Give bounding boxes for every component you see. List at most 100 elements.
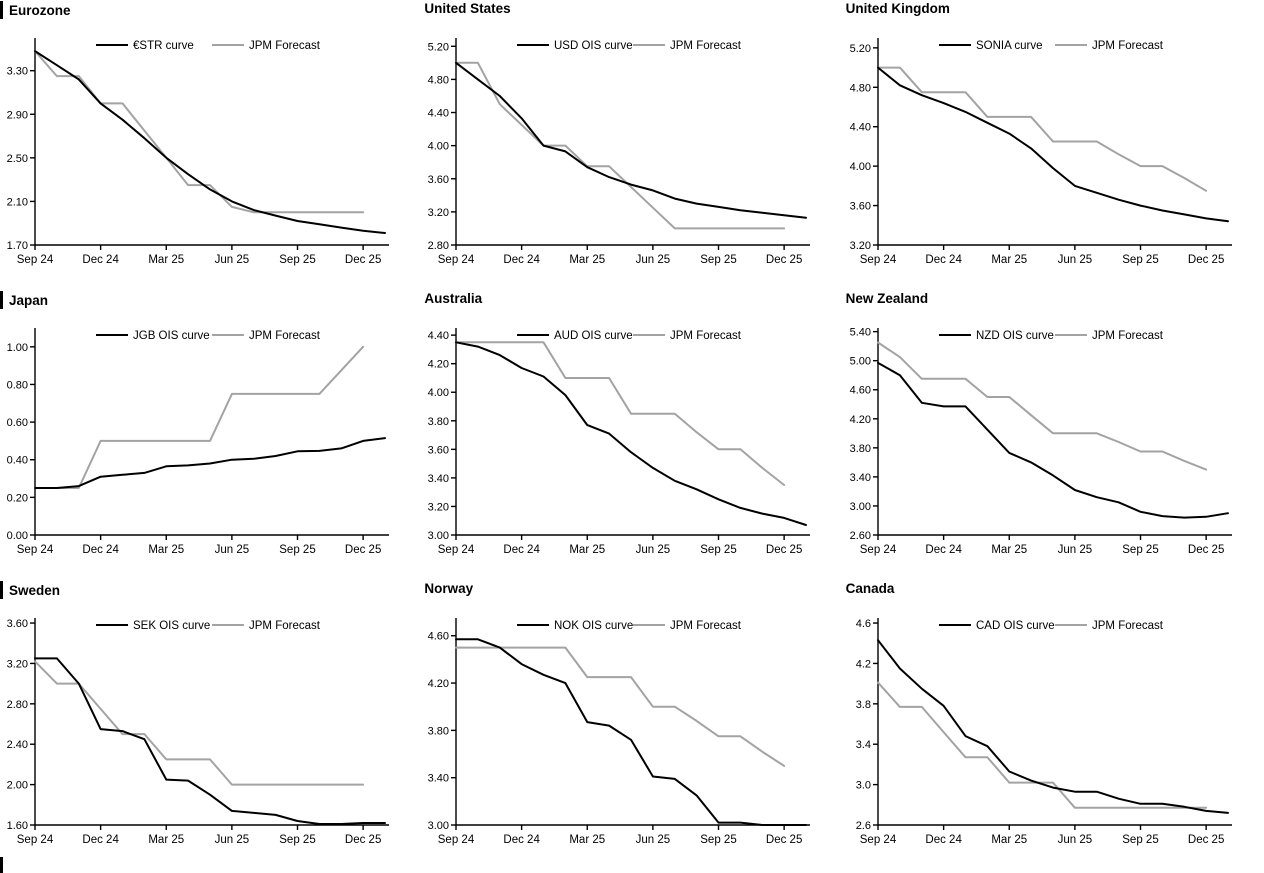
legend-label: SEK OIS curve <box>133 620 210 632</box>
chart-canvas: 3.30 2.90 2.50 2.10 1.70 Sep 24 Dec 24 Mar 25 Ju… <box>7 38 389 266</box>
section-bar <box>0 1 3 19</box>
x-tick-label: Sep 25 <box>701 834 737 846</box>
panel-title-label: New Zealand <box>845 291 929 306</box>
panel-title-label: Japan <box>9 292 49 308</box>
legend-label: JPM Forecast <box>670 620 742 632</box>
legend-label: USD OIS curve <box>554 40 633 52</box>
x-tick-label: Dec 24 <box>925 544 962 556</box>
forecast-line <box>876 66 1207 192</box>
y-tick-label: 5.20 <box>428 41 449 53</box>
y-tick-label: 3.00 <box>428 820 449 832</box>
legend-label: JGB OIS curve <box>133 330 210 342</box>
y-tick-label: 4.60 <box>849 385 870 397</box>
y-tick-label: 3.20 <box>428 207 449 219</box>
y-tick-label: 3.00 <box>849 501 870 513</box>
section-bar <box>0 581 3 599</box>
forecast-line <box>34 660 365 786</box>
panel-title-label: Canada <box>845 581 895 596</box>
y-tick-label: 5.00 <box>849 356 870 368</box>
panel-title: Australia <box>421 291 482 306</box>
x-tick-label: Mar 25 <box>991 834 1027 846</box>
panel-title: Canada <box>843 581 895 596</box>
x-tick-label: Sep 25 <box>1122 834 1158 846</box>
chart-panel-united-states: United States 5.20 4.80 4.40 4.00 3.60 3.20 2.… <box>421 0 842 290</box>
y-tick-label: 3.20 <box>7 658 28 670</box>
y-tick-label: 4.40 <box>849 122 870 134</box>
y-tick-label: 3.80 <box>849 443 870 455</box>
y-tick-label: 3.00 <box>428 530 449 542</box>
ois-curve-line <box>455 341 808 526</box>
x-tick-label: Sep 25 <box>279 254 315 266</box>
x-tick-label: Sep 25 <box>701 544 737 556</box>
chart-panel-sweden: Sweden 3.60 3.20 2.80 2.40 2.00 1.60 Sep 24 Dec… <box>0 580 421 873</box>
chart-canvas: 4.60 4.20 3.80 3.40 3.00 Sep 24 Dec 24 Mar 25 Ju… <box>428 618 811 846</box>
y-tick-label: 3.8 <box>855 699 870 711</box>
y-tick-label: 3.40 <box>428 473 449 485</box>
x-tick-label: Dec 24 <box>82 254 119 266</box>
y-tick-label: 2.00 <box>7 780 28 792</box>
y-tick-label: 3.30 <box>7 66 28 78</box>
ois-curve-line <box>876 66 1229 223</box>
y-tick-label: 4.00 <box>428 387 449 399</box>
y-tick-label: 3.60 <box>428 174 449 186</box>
x-tick-label: Dec 25 <box>766 254 802 266</box>
chart-canvas: 3.60 3.20 2.80 2.40 2.00 1.60 Sep 24 Dec 24 Mar … <box>7 618 389 846</box>
panel-title-label: Eurozone <box>9 2 71 18</box>
y-tick-label: 3.40 <box>849 472 870 484</box>
y-tick-label: 1.70 <box>7 240 28 252</box>
y-tick-label: 5.20 <box>849 43 870 55</box>
legend-label: JPM Forecast <box>249 620 321 632</box>
y-tick-label: 0.40 <box>7 455 28 467</box>
x-tick-label: Mar 25 <box>148 544 184 556</box>
x-tick-label: Sep 24 <box>859 544 896 556</box>
x-tick-label: Dec 25 <box>1188 254 1224 266</box>
y-tick-label: 3.80 <box>428 725 449 737</box>
panel-title-label: United Kingdom <box>845 1 950 16</box>
legend-label: €STR curve <box>133 40 194 52</box>
forecast-line <box>876 681 1207 809</box>
legend-label: NOK OIS curve <box>554 620 633 632</box>
forecast-line <box>876 341 1207 471</box>
legend-label: JPM Forecast <box>1092 620 1164 632</box>
y-tick-label: 2.6 <box>855 820 870 832</box>
x-tick-label: Sep 24 <box>17 254 54 266</box>
y-tick-label: 4.40 <box>428 108 449 120</box>
x-tick-label: Jun 25 <box>215 254 250 266</box>
panel-title: Sweden <box>0 581 60 599</box>
y-tick-label: 2.90 <box>7 109 28 121</box>
legend-label: JPM Forecast <box>670 40 742 52</box>
x-tick-label: Jun 25 <box>1057 254 1092 266</box>
x-tick-label: Sep 25 <box>701 254 737 266</box>
y-tick-label: 3.60 <box>7 618 28 630</box>
x-tick-label: Jun 25 <box>636 834 671 846</box>
y-tick-label: 4.6 <box>855 618 870 630</box>
y-tick-label: 4.20 <box>428 678 449 690</box>
panel-title-label: Sweden <box>9 582 61 598</box>
y-tick-label: 2.10 <box>7 196 28 208</box>
chart-panel-new-zealand: New Zealand 5.40 5.00 4.60 4.20 3.80 3.40 3.00… <box>843 290 1264 580</box>
section-bar <box>0 291 3 309</box>
y-tick-label: 3.60 <box>428 444 449 456</box>
x-tick-label: Jun 25 <box>215 834 250 846</box>
y-tick-label: 0.80 <box>7 379 28 391</box>
forecast-line <box>34 50 365 214</box>
chart-canvas: 1.00 0.80 0.60 0.40 0.20 0.00 Sep 24 Dec 24 Mar … <box>7 328 389 556</box>
x-tick-label: Sep 24 <box>438 544 475 556</box>
chart-canvas: 5.20 4.80 4.40 4.00 3.60 3.20 2.80 Sep 24 Dec 24… <box>428 38 811 266</box>
y-tick-label: 4.00 <box>849 161 870 173</box>
y-tick-label: 4.20 <box>849 414 870 426</box>
chart-panel-canada: Canada 4.6 4.2 3.8 3.4 3.0 2.6 Sep 24 Dec 24 Mar… <box>843 580 1264 873</box>
x-tick-label: Dec 25 <box>345 834 381 846</box>
panel-title-label: Norway <box>424 581 474 596</box>
x-tick-label: Dec 24 <box>504 834 541 846</box>
y-tick-label: 3.20 <box>849 240 870 252</box>
y-tick-label: 3.40 <box>428 773 449 785</box>
y-tick-label: 2.80 <box>7 699 28 711</box>
x-tick-label: Mar 25 <box>570 544 606 556</box>
chart-canvas: 4.6 4.2 3.8 3.4 3.0 2.6 Sep 24 Dec 24 Mar 25 Jun … <box>855 618 1232 846</box>
panel-title: United States <box>421 1 510 16</box>
y-tick-label: 4.00 <box>428 141 449 153</box>
y-tick-label: 2.50 <box>7 153 28 165</box>
y-tick-label: 3.0 <box>855 780 870 792</box>
